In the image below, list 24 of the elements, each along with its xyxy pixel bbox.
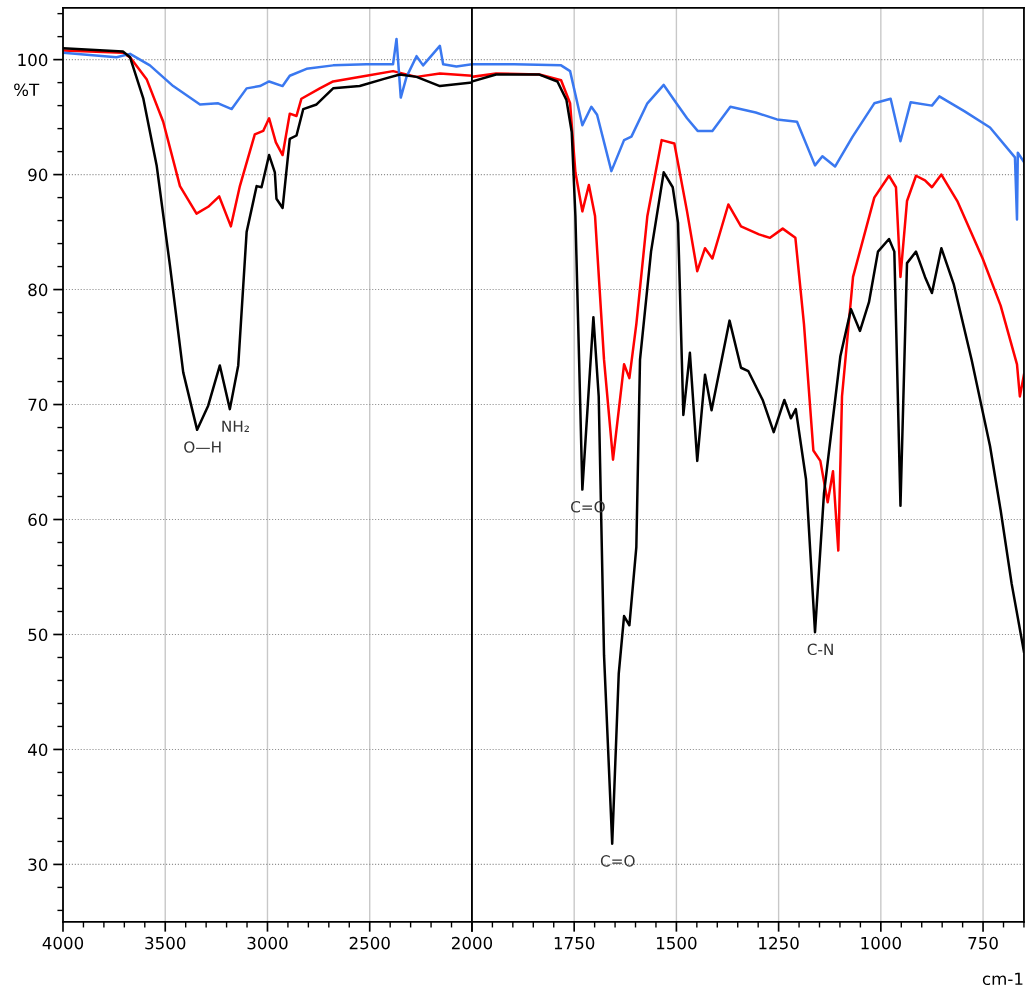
x-tick-label: 3500: [145, 936, 186, 950]
x-tick-label: 1750: [554, 936, 595, 950]
y-tick-label: 90: [28, 168, 48, 182]
y-tick-label: 40: [28, 743, 48, 757]
x-tick-label: 1250: [759, 936, 799, 950]
x-tick-label: 750: [968, 936, 998, 950]
y-tick-label: 80: [28, 283, 48, 297]
y-tick-label: 60: [28, 513, 48, 527]
x-tick-label: 4000: [42, 936, 84, 950]
y-tick-label: 70: [28, 398, 48, 412]
y-axis-title: %T: [14, 83, 40, 97]
annotation: NH₂: [222, 420, 249, 432]
annotation: C-N: [807, 643, 833, 656]
x-tick-label: 1500: [657, 936, 697, 950]
x-tick-label: 1000: [861, 936, 901, 950]
y-tick-label: 100: [18, 53, 48, 67]
annotation: O—H: [184, 441, 221, 453]
x-tick-label: 3000: [247, 936, 288, 950]
y-tick-label: 30: [28, 858, 48, 871]
x-tick-label: 2500: [349, 936, 390, 950]
annotation: C=O: [600, 855, 635, 867]
x-tick-label: 2000: [451, 936, 493, 950]
x-axis-title: cm-1: [982, 972, 1023, 986]
y-tick-label: 50: [28, 628, 48, 642]
